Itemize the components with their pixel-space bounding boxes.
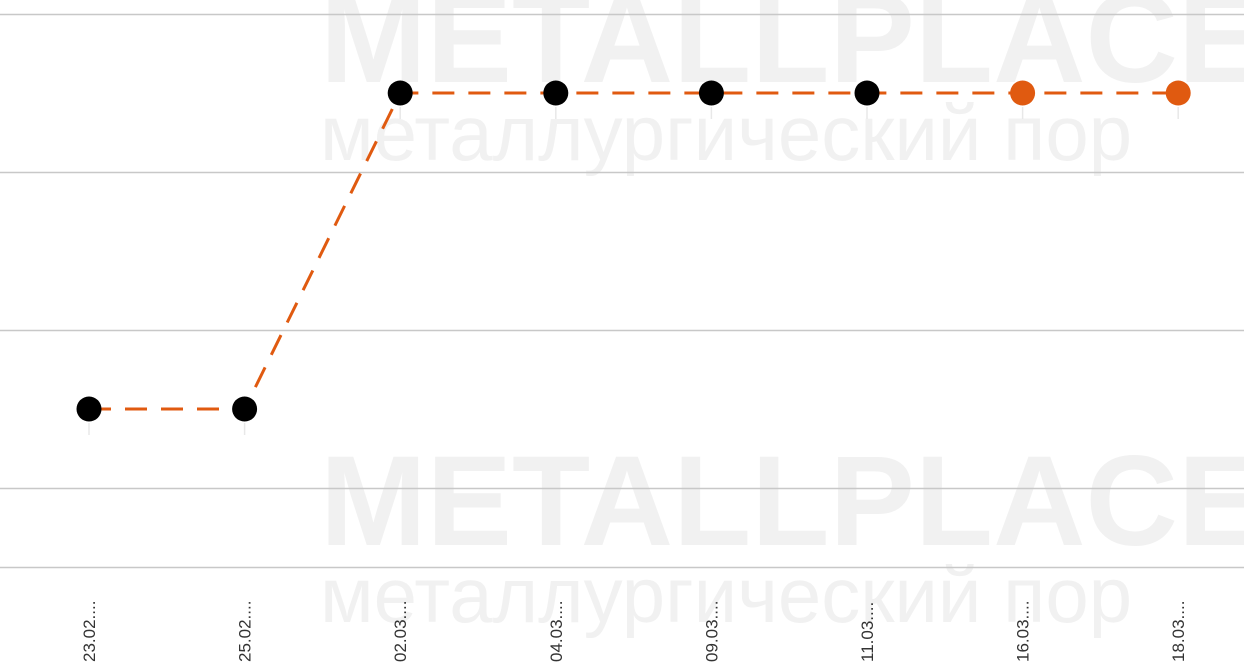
data-point-2 <box>387 80 413 106</box>
x-label-6: 16.03.... <box>1014 601 1033 662</box>
watermark-brand-lower: METALLPLACE.R <box>320 430 1244 573</box>
data-point-7 <box>1165 80 1191 106</box>
x-label-4: 09.03.... <box>702 601 721 662</box>
x-label-7: 18.03.... <box>1169 601 1188 662</box>
x-label-1: 25.02.... <box>236 601 255 662</box>
series-points <box>76 80 1191 422</box>
y-gridlines <box>0 13 1244 569</box>
x-tick-marks <box>88 107 1179 435</box>
x-axis-labels: 23.02.... 25.02.... 02.03.... 04.03.... 09.0… <box>80 601 1188 662</box>
data-point-1 <box>232 396 258 422</box>
x-label-3: 04.03.... <box>547 601 566 662</box>
series-line <box>89 91 1179 411</box>
watermark-tagline: металлургический пор <box>320 89 1132 177</box>
data-point-3 <box>543 80 569 106</box>
x-label-5: 11.03.... <box>858 602 877 662</box>
data-point-5 <box>854 80 880 106</box>
x-label-0: 23.02.... <box>80 601 99 662</box>
data-point-0 <box>76 396 102 422</box>
x-label-2: 02.03.... <box>391 601 410 662</box>
data-point-6 <box>1010 80 1036 106</box>
data-point-4 <box>698 80 724 106</box>
watermark-tagline-lower: металлургический пор <box>320 551 1132 639</box>
watermark: METALLPLACE.R металлургический пор METAL… <box>320 0 1244 639</box>
